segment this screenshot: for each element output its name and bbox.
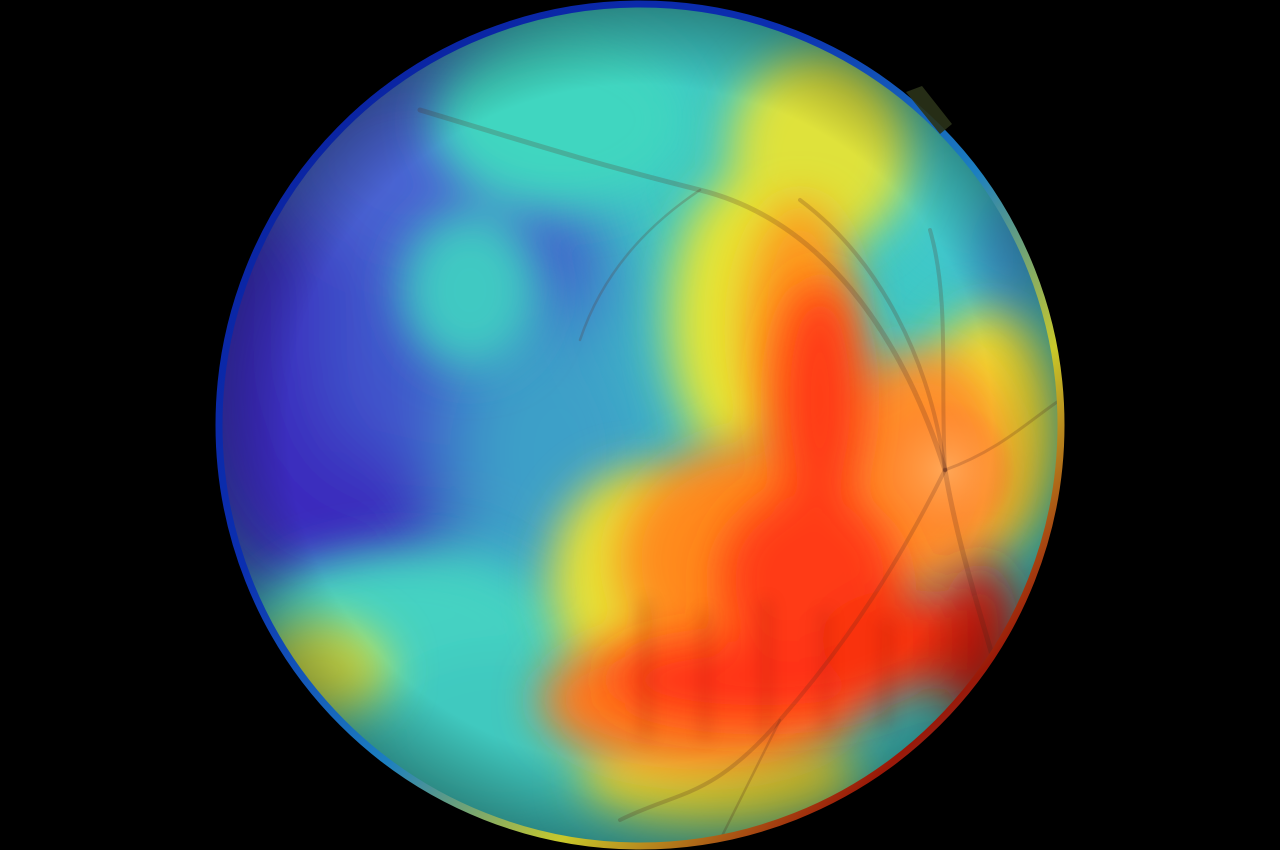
notch-marker — [906, 86, 952, 134]
heatmap-overlay — [217, 2, 1063, 848]
retina-disc-rim — [215, 0, 1065, 850]
